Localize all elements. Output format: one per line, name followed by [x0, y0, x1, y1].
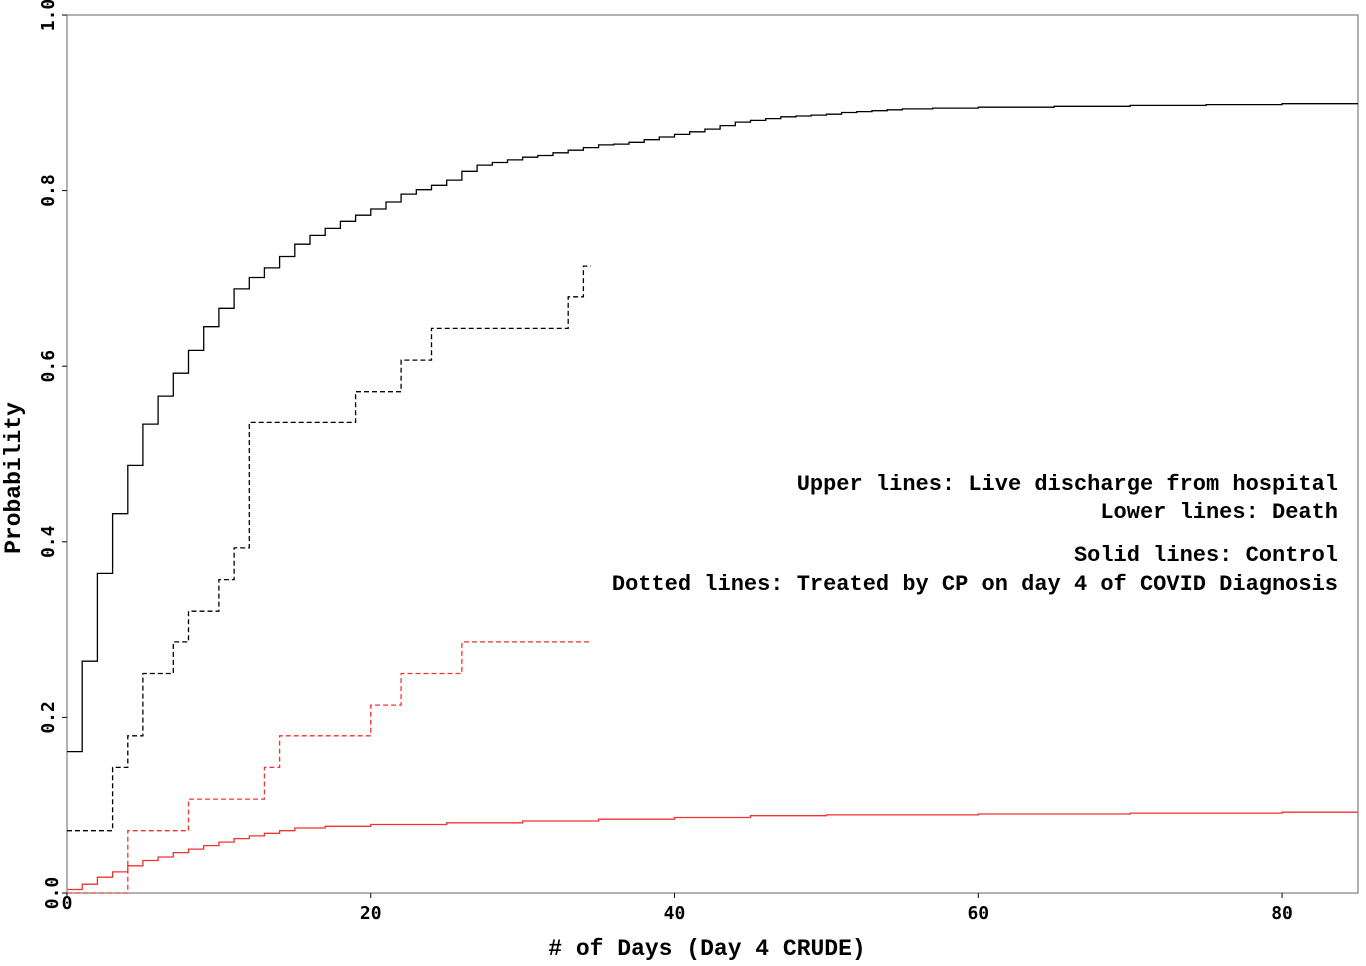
y-tick-label: 0.2 [38, 701, 59, 734]
annotation-dotted-lines: Dotted lines: Treated by CP on day 4 of … [612, 572, 1338, 597]
y-tick-label: 0.8 [38, 174, 59, 207]
y-tick-label: 0.4 [38, 525, 59, 558]
series-line-1 [67, 103, 1358, 753]
y-axis-title: Probability [1, 402, 27, 554]
y-tick-label: 0.0 [42, 877, 63, 910]
axis-layer: 0 20 40 60 80 0.0 0.2 0.4 0.6 0.8 1.0 [38, 0, 1293, 924]
x-tick-label: 60 [967, 903, 989, 924]
x-tick-label: 40 [664, 903, 686, 924]
series-line-4 [67, 641, 591, 894]
x-tick-label: 0 [62, 893, 73, 914]
annotation-lower-lines: Lower lines: Death [1100, 500, 1338, 525]
plot-frame [66, 14, 1359, 894]
y-tick-label: 1.0 [38, 0, 59, 31]
series-line-3 [67, 811, 1358, 891]
x-axis-title: # of Days (Day 4 CRUDE) [548, 936, 865, 962]
x-tick-label: 20 [360, 903, 382, 924]
series-line-2 [67, 265, 591, 832]
annotation-solid-lines: Solid lines: Control [1074, 543, 1338, 568]
x-tick-label: 80 [1271, 903, 1293, 924]
series-layer [67, 103, 1358, 894]
y-tick-label: 0.6 [38, 350, 59, 383]
annotation-upper-lines: Upper lines: Live discharge from hospita… [797, 472, 1338, 497]
